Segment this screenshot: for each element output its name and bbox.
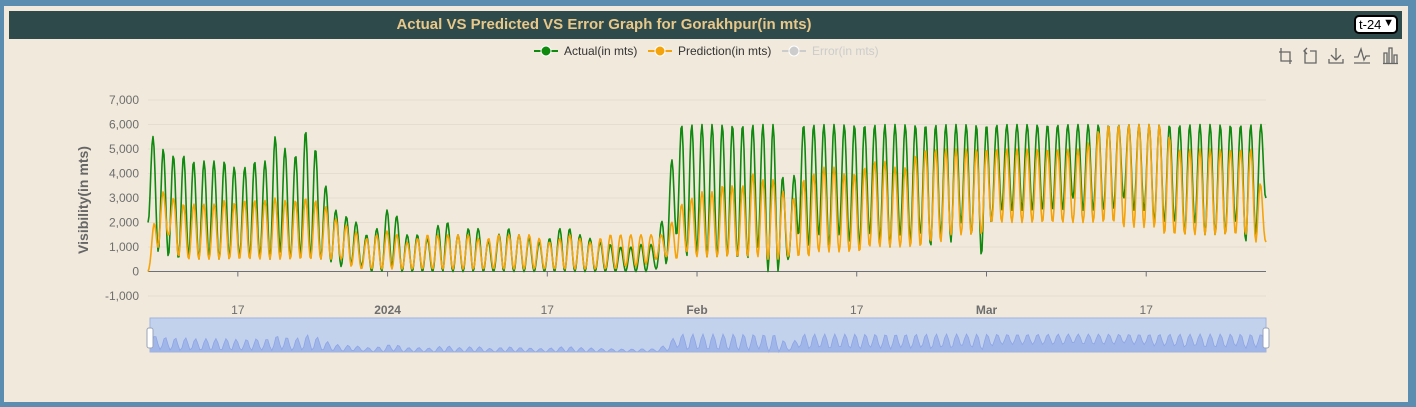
legend-label[interactable]: Prediction(in mts): [678, 44, 771, 58]
y-axis-label: Visibility(in mts): [75, 146, 91, 254]
y-tick-label: -1,000: [105, 289, 139, 303]
page-title: Actual VS Predicted VS Error Graph for G…: [396, 16, 812, 33]
download-icon[interactable]: [1326, 45, 1346, 65]
toolbox: [1276, 45, 1400, 65]
zoom-icon[interactable]: [1276, 45, 1296, 65]
horizon-select-value: t-24: [1359, 17, 1382, 32]
x-tick-label: Feb: [686, 303, 707, 317]
x-tick-label: 2024: [374, 303, 401, 317]
series-layer: [147, 123, 1267, 273]
x-tick-label: 17: [541, 303, 555, 317]
zoom-reset-icon[interactable]: [1301, 45, 1321, 65]
chevron-down-icon: ▼: [1383, 17, 1394, 29]
slider-handle-left: [146, 327, 154, 349]
y-axis-ticks: 7,000 6,000 5,000 4,000 3,000 2,000 1,000 0 -1,0…: [105, 93, 139, 303]
y-tick-label: 7,000: [109, 93, 139, 107]
x-tick-label: Mar: [976, 303, 998, 317]
y-tick-label: 1,000: [109, 240, 139, 254]
x-tick-label: 17: [231, 303, 245, 317]
x-tick-label: 17: [1140, 303, 1154, 317]
legend-label[interactable]: Error(in mts): [812, 44, 879, 58]
x-tick-label: 17: [850, 303, 864, 317]
slider-window: [149, 317, 1267, 353]
horizon-select[interactable]: t-24 ▼: [1354, 15, 1398, 34]
legend-label[interactable]: Actual(in mts): [564, 44, 637, 58]
series-line-prediction: [147, 123, 1267, 272]
data-zoom-slider[interactable]: [146, 317, 1270, 354]
y-tick-label: 6,000: [109, 118, 139, 132]
bar-chart-icon[interactable]: [1380, 45, 1400, 65]
y-tick-label: 4,000: [109, 167, 139, 181]
y-tick-label: 2,000: [109, 216, 139, 230]
legend-marker: [788, 45, 800, 57]
chart-header: Actual VS Predicted VS Error Graph for G…: [9, 11, 1402, 39]
slider-preview: [149, 332, 1267, 354]
y-tick-label: 5,000: [109, 142, 139, 156]
y-tick-label: 3,000: [109, 191, 139, 205]
y-tick-label: 0: [132, 265, 139, 279]
legend-marker: [654, 45, 666, 57]
x-axis: 17 2024 17 Feb 17 Mar 17: [148, 271, 1266, 317]
line-chart-icon[interactable]: [1352, 45, 1372, 65]
legend-marker: [540, 45, 552, 57]
slider-handle-right: [1262, 327, 1270, 349]
legend: Actual(in mts) Prediction(in mts) Error(in…: [534, 44, 879, 58]
